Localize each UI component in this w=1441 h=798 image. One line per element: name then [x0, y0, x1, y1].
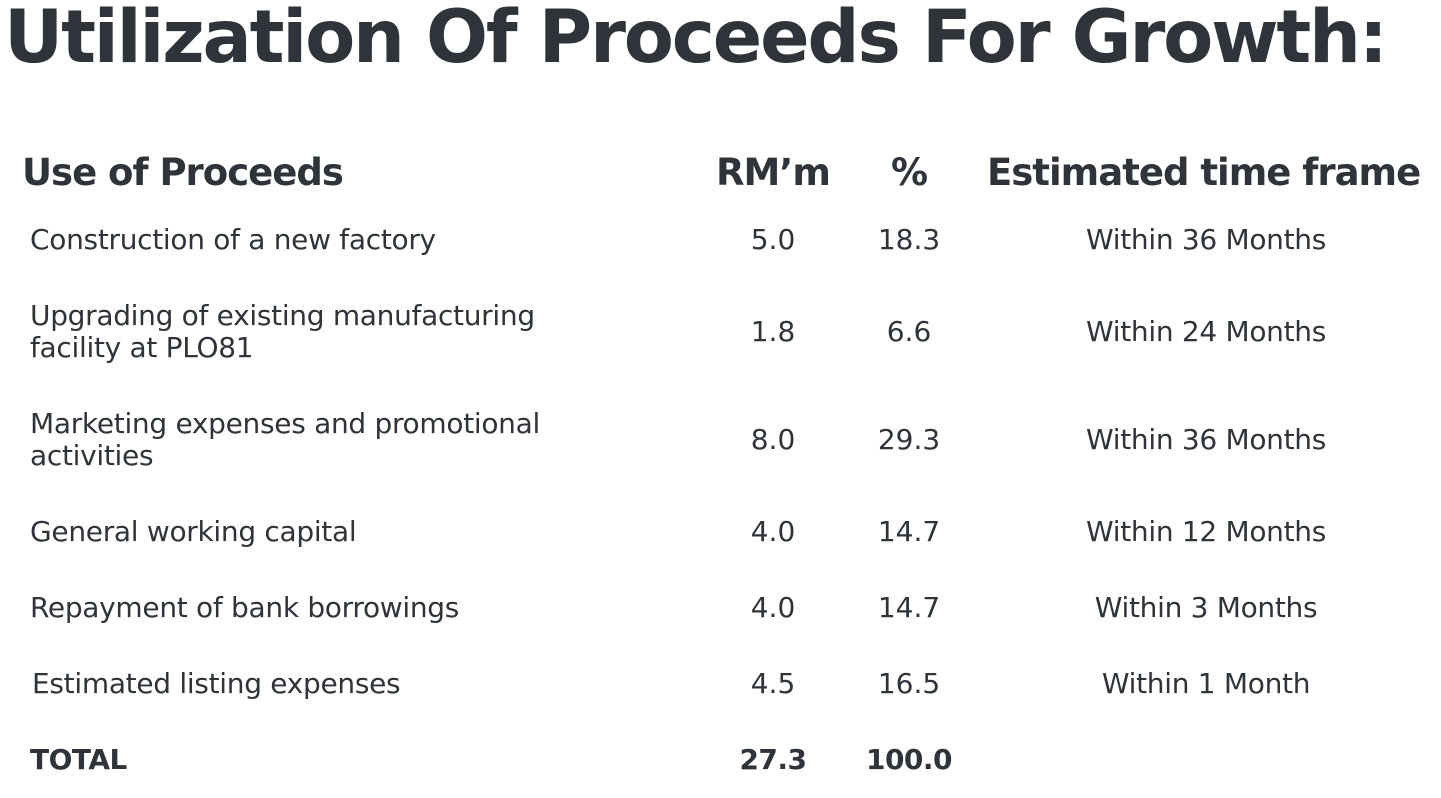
- use-cell: Construction of a new factory: [30, 224, 436, 256]
- use-label: General working capital: [30, 515, 357, 548]
- percent-cell: 14.7: [877, 515, 941, 548]
- use-cell: General working capital: [30, 515, 357, 548]
- percent-cell: 18.3: [877, 223, 941, 256]
- use-label: Upgrading of existing manufacturing: [30, 299, 535, 332]
- header-percent: %: [891, 151, 928, 194]
- percent-cell: 29.3: [877, 423, 941, 456]
- time-frame-cell: Within 12 Months: [1085, 515, 1327, 548]
- header-time-frame: Estimated time frame: [987, 151, 1421, 194]
- header-use-of-proceeds: Use of Proceeds: [22, 151, 344, 194]
- total-label: TOTAL: [30, 743, 127, 776]
- time-frame-cell: Within 1 Month: [1101, 667, 1311, 700]
- use-label: Construction of a new factory: [30, 223, 436, 256]
- rm-cell: 4.5: [750, 667, 796, 700]
- total-rm-cell: 27.3: [739, 743, 807, 776]
- time-frame-cell: Within 36 Months: [1085, 423, 1327, 456]
- use-cell: Estimated listing expenses: [32, 667, 401, 700]
- rm-cell: 1.8: [750, 315, 796, 348]
- use-label-continued: facility at PLO81: [30, 331, 254, 364]
- rm-cell: 8.0: [750, 423, 796, 456]
- use-label-continued: activities: [30, 439, 154, 472]
- percent-cell: 6.6: [886, 315, 932, 348]
- total-percent-cell: 100.0: [865, 743, 953, 776]
- rm-cell: 5.0: [750, 223, 796, 256]
- time-frame-cell: Within 24 Months: [1085, 315, 1327, 348]
- use-label: Marketing expenses and promotional: [30, 407, 540, 440]
- use-label: Repayment of bank borrowings: [30, 591, 460, 624]
- rm-cell: 4.0: [750, 515, 796, 548]
- page-title: Utilization Of Proceeds For Growth:: [4, 0, 1388, 80]
- use-label: Estimated listing expenses: [32, 667, 401, 700]
- use-cell: Upgrading of existing manufacturing faci…: [30, 300, 535, 364]
- percent-cell: 14.7: [877, 591, 941, 624]
- time-frame-cell: Within 3 Months: [1094, 591, 1318, 624]
- rm-cell: 4.0: [750, 591, 796, 624]
- use-cell: Marketing expenses and promotional activ…: [30, 408, 540, 472]
- time-frame-cell: Within 36 Months: [1085, 223, 1327, 256]
- header-rm-million: RM’m: [716, 151, 831, 194]
- percent-cell: 16.5: [877, 667, 941, 700]
- use-cell: Repayment of bank borrowings: [30, 592, 459, 624]
